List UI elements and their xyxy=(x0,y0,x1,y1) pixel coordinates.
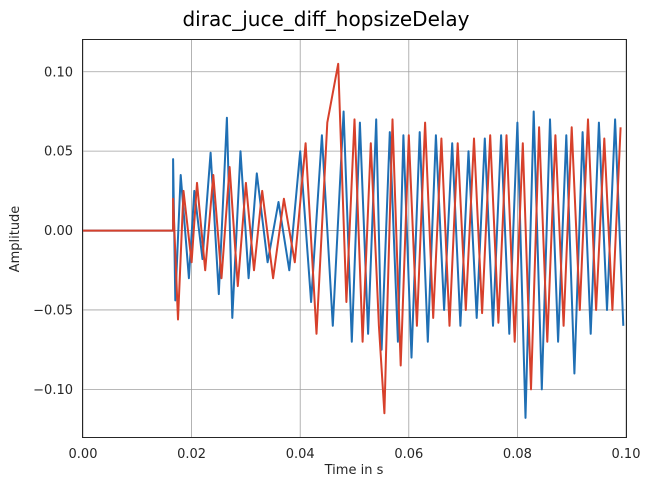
x-tick-label: 0.08 xyxy=(503,447,532,462)
x-tick-label: 0.04 xyxy=(286,447,315,462)
y-tick-label: 0.05 xyxy=(44,145,73,160)
y-axis-label: Amplitude xyxy=(8,206,23,273)
x-tick-label: 0.10 xyxy=(612,447,641,462)
y-tick-label: 0.10 xyxy=(44,65,73,80)
y-axis-ticks: 0.10 0.05 0.00 −0.05 −0.10 xyxy=(33,65,73,398)
chart-title: dirac_juce_diff_hopsizeDelay xyxy=(182,7,469,31)
y-tick-label: −0.05 xyxy=(33,303,73,318)
x-axis-ticks: 0.00 0.02 0.04 0.06 0.08 0.10 xyxy=(69,447,641,462)
axes-frame xyxy=(82,39,627,438)
y-tick-label: −0.10 xyxy=(33,383,73,398)
series-line-1 xyxy=(83,110,625,419)
x-axis-label: Time in s xyxy=(324,463,384,478)
x-tick-label: 0.06 xyxy=(394,447,423,462)
x-tick-label: 0.02 xyxy=(177,447,206,462)
plot-area xyxy=(83,62,625,419)
series-line-2 xyxy=(83,62,622,415)
x-tick-label: 0.00 xyxy=(69,447,98,462)
y-tick-label: 0.00 xyxy=(44,224,73,239)
grid xyxy=(82,40,627,437)
